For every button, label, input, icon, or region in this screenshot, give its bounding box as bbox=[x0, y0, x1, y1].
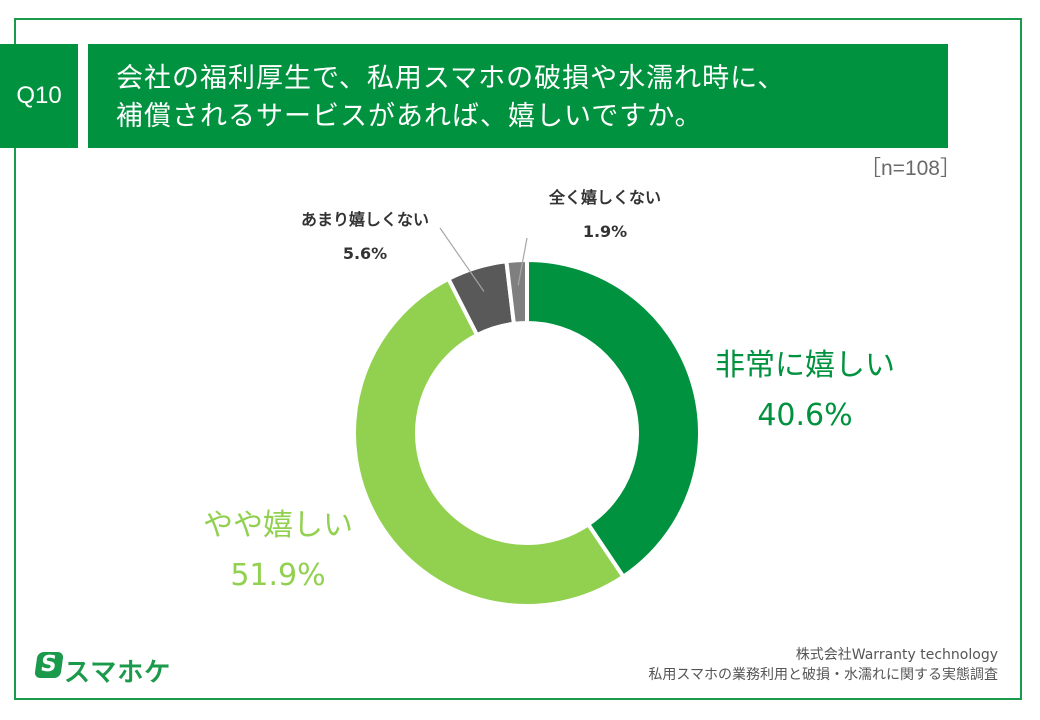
slice-value-very-happy: 40.6% bbox=[757, 398, 853, 433]
leader-line-not-happy-at-all bbox=[517, 237, 528, 286]
slice-name-somewhat-happy: やや嬉しい bbox=[203, 508, 353, 543]
slice-very-happy bbox=[525, 257, 702, 580]
sample-size-label: ［n=108］ bbox=[860, 157, 961, 180]
question-title: 会社の福利厚生で、私用スマホの破損や水濡れ時に、 補償されるサービスがあれば、嬉… bbox=[88, 44, 948, 148]
source-note: 株式会社Warranty technology 私用スマホの業務利用と破損・水濡… bbox=[648, 645, 998, 685]
slice-name-not-very-happy: あまり嬉しくない bbox=[300, 210, 429, 229]
slice-label-not-very-happy: あまり嬉しくない 5.6% bbox=[280, 206, 450, 263]
brand-logo-text: スマホケ bbox=[64, 658, 172, 688]
question-title-line-1: 会社の福利厚生で、私用スマホの破損や水濡れ時に、 bbox=[116, 63, 786, 94]
slice-label-very-happy: 非常に嬉しい 40.6% bbox=[700, 340, 910, 433]
source-company: 株式会社Warranty technology bbox=[795, 647, 998, 663]
brand-logo: S スマホケ bbox=[34, 652, 172, 689]
brand-logo-mark: S bbox=[34, 652, 64, 678]
slice-not-happy-at-all bbox=[504, 257, 529, 327]
outer-frame bbox=[14, 18, 1022, 700]
slice-label-somewhat-happy: やや嬉しい 51.9% bbox=[188, 500, 368, 593]
slice-label-not-happy-at-all: 全く嬉しくない 1.9% bbox=[525, 184, 685, 241]
slice-name-very-happy: 非常に嬉しい bbox=[715, 348, 895, 383]
leader-line-not-very-happy bbox=[439, 227, 485, 292]
slice-somewhat-happy bbox=[352, 276, 627, 608]
slice-value-not-very-happy: 5.6% bbox=[342, 244, 388, 263]
slice-name-not-happy-at-all: 全く嬉しくない bbox=[548, 188, 661, 207]
source-survey-title: 私用スマホの業務利用と破損・水濡れに関する実態調査 bbox=[648, 667, 998, 683]
question-number-badge: Q10 bbox=[0, 44, 78, 148]
question-title-line-2: 補償されるサービスがあれば、嬉しいですか。 bbox=[116, 101, 703, 132]
slice-value-somewhat-happy: 51.9% bbox=[230, 558, 326, 593]
slice-value-not-happy-at-all: 1.9% bbox=[582, 222, 628, 241]
